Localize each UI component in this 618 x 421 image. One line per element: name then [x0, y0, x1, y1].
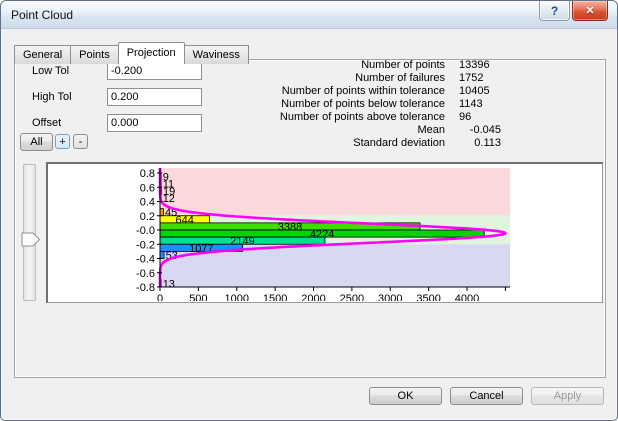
y-tick-label: 0.8 — [140, 168, 155, 180]
y-tick-label: -0.0 — [136, 225, 155, 237]
y-tick-label: -0.4 — [136, 254, 155, 266]
all-button[interactable]: All — [20, 133, 53, 151]
projection-chart: 911191245644338842242149107753130.80.60.… — [136, 167, 510, 305]
y-tick-label: -0.8 — [136, 282, 155, 294]
bar-count-label: 644 — [176, 214, 194, 226]
y-tick-label: -0.6 — [136, 268, 155, 280]
statistics-panel: Number of points 13396 Number of failure… — [145, 59, 505, 150]
offset-slider-thumb[interactable] — [21, 232, 41, 247]
stat-row: Number of points within tolerance 10405 — [145, 85, 505, 98]
offset-label: Offset — [32, 117, 62, 129]
high-tol-label: High Tol — [32, 91, 72, 103]
zoom-in-button[interactable]: + — [55, 134, 70, 149]
x-tick-label: 500 — [189, 293, 207, 301]
stat-label: Number of points above tolerance — [279, 111, 445, 123]
stat-row: Mean -0.045 — [145, 124, 505, 137]
bar-count-label: 4224 — [310, 229, 334, 241]
x-tick-label: 1000 — [225, 293, 249, 301]
chart-panel: 9 11 19 12 45 644 3388 4224 2149 1077 53 13 0.8 0.6 0.… — [46, 162, 603, 305]
stat-value: 1143 — [459, 98, 483, 110]
low-tol-input[interactable] — [107, 62, 202, 80]
tab-projection[interactable]: Projection — [117, 42, 185, 64]
offset-input[interactable] — [107, 114, 202, 132]
stat-value: 10405 — [459, 85, 490, 97]
stat-row: Number of points above tolerance 96 — [145, 111, 505, 124]
bar-count-label: 12 — [163, 193, 175, 205]
close-icon: ✕ — [585, 5, 595, 17]
stat-label: Number of failures — [355, 72, 445, 84]
x-tick-label: 1500 — [263, 293, 287, 301]
x-tick-label: 3500 — [416, 293, 440, 301]
stat-value: 13396 — [459, 59, 490, 71]
y-tick-label: -0.2 — [136, 239, 155, 251]
x-tick-label: 4000 — [455, 293, 479, 301]
x-tick-label: 3000 — [378, 293, 402, 301]
x-tick-label: 0 — [157, 293, 163, 301]
stat-label: Mean — [417, 124, 445, 136]
histogram-bar — [159, 208, 164, 217]
tab-waviness[interactable]: Waviness — [183, 45, 249, 64]
low-tol-label: Low Tol — [32, 65, 70, 77]
histogram-bar — [159, 250, 165, 259]
bar-count-label: 13 — [163, 278, 175, 290]
y-tick-label: 0.4 — [140, 197, 155, 209]
stat-value: 1752 — [459, 72, 484, 84]
cancel-button[interactable]: Cancel — [450, 387, 523, 405]
stat-label: Number of points below tolerance — [281, 98, 445, 110]
y-tick-label: 0.6 — [140, 182, 155, 194]
close-button[interactable]: ✕ — [572, 1, 608, 21]
zoom-out-button[interactable]: - — [73, 134, 88, 149]
stat-label: Number of points within tolerance — [281, 85, 445, 97]
y-tick-label: 0.2 — [140, 211, 155, 223]
tab-points[interactable]: Points — [70, 45, 119, 64]
stat-value: 96 — [459, 111, 472, 123]
x-tick-label: 2000 — [301, 293, 325, 301]
bar-count-label: 3388 — [278, 221, 302, 233]
stat-value: 0.113 — [474, 137, 501, 149]
bar-count-label: 2149 — [230, 236, 254, 248]
titlebar: Point Cloud ? ✕ — [1, 1, 617, 29]
help-button[interactable]: ? — [539, 1, 570, 21]
zone-above-tolerance — [160, 168, 510, 216]
tab-general[interactable]: General — [14, 45, 72, 64]
stat-row: Number of points below tolerance 1143 — [145, 98, 505, 111]
tabstrip: General Points Projection Waviness — [14, 42, 249, 64]
window-title: Point Cloud — [11, 7, 74, 22]
stat-row: Number of failures 1752 — [145, 72, 505, 85]
x-tick-label: 2500 — [340, 293, 364, 301]
stat-row: Number of points 13396 — [145, 59, 505, 72]
stat-label: Number of points — [361, 59, 445, 71]
slider-thumb-icon — [21, 232, 41, 247]
bar-count-label: 11 — [163, 179, 174, 191]
high-tol-input[interactable] — [107, 88, 202, 106]
apply-button[interactable]: Apply — [531, 387, 604, 405]
stat-label: Standard deviation — [353, 137, 445, 149]
ok-button[interactable]: OK — [369, 387, 442, 405]
bar-count-label: 19 — [163, 186, 175, 198]
projection-tab-page: Low Tol High Tol Offset All + - Number o… — [14, 59, 606, 378]
help-icon: ? — [550, 3, 559, 18]
stat-value: -0.045 — [469, 124, 501, 136]
stat-row: Standard deviation 0.113 — [145, 137, 505, 150]
window-controls: ? ✕ — [539, 1, 608, 21]
bar-count-label: 9 — [163, 172, 169, 184]
